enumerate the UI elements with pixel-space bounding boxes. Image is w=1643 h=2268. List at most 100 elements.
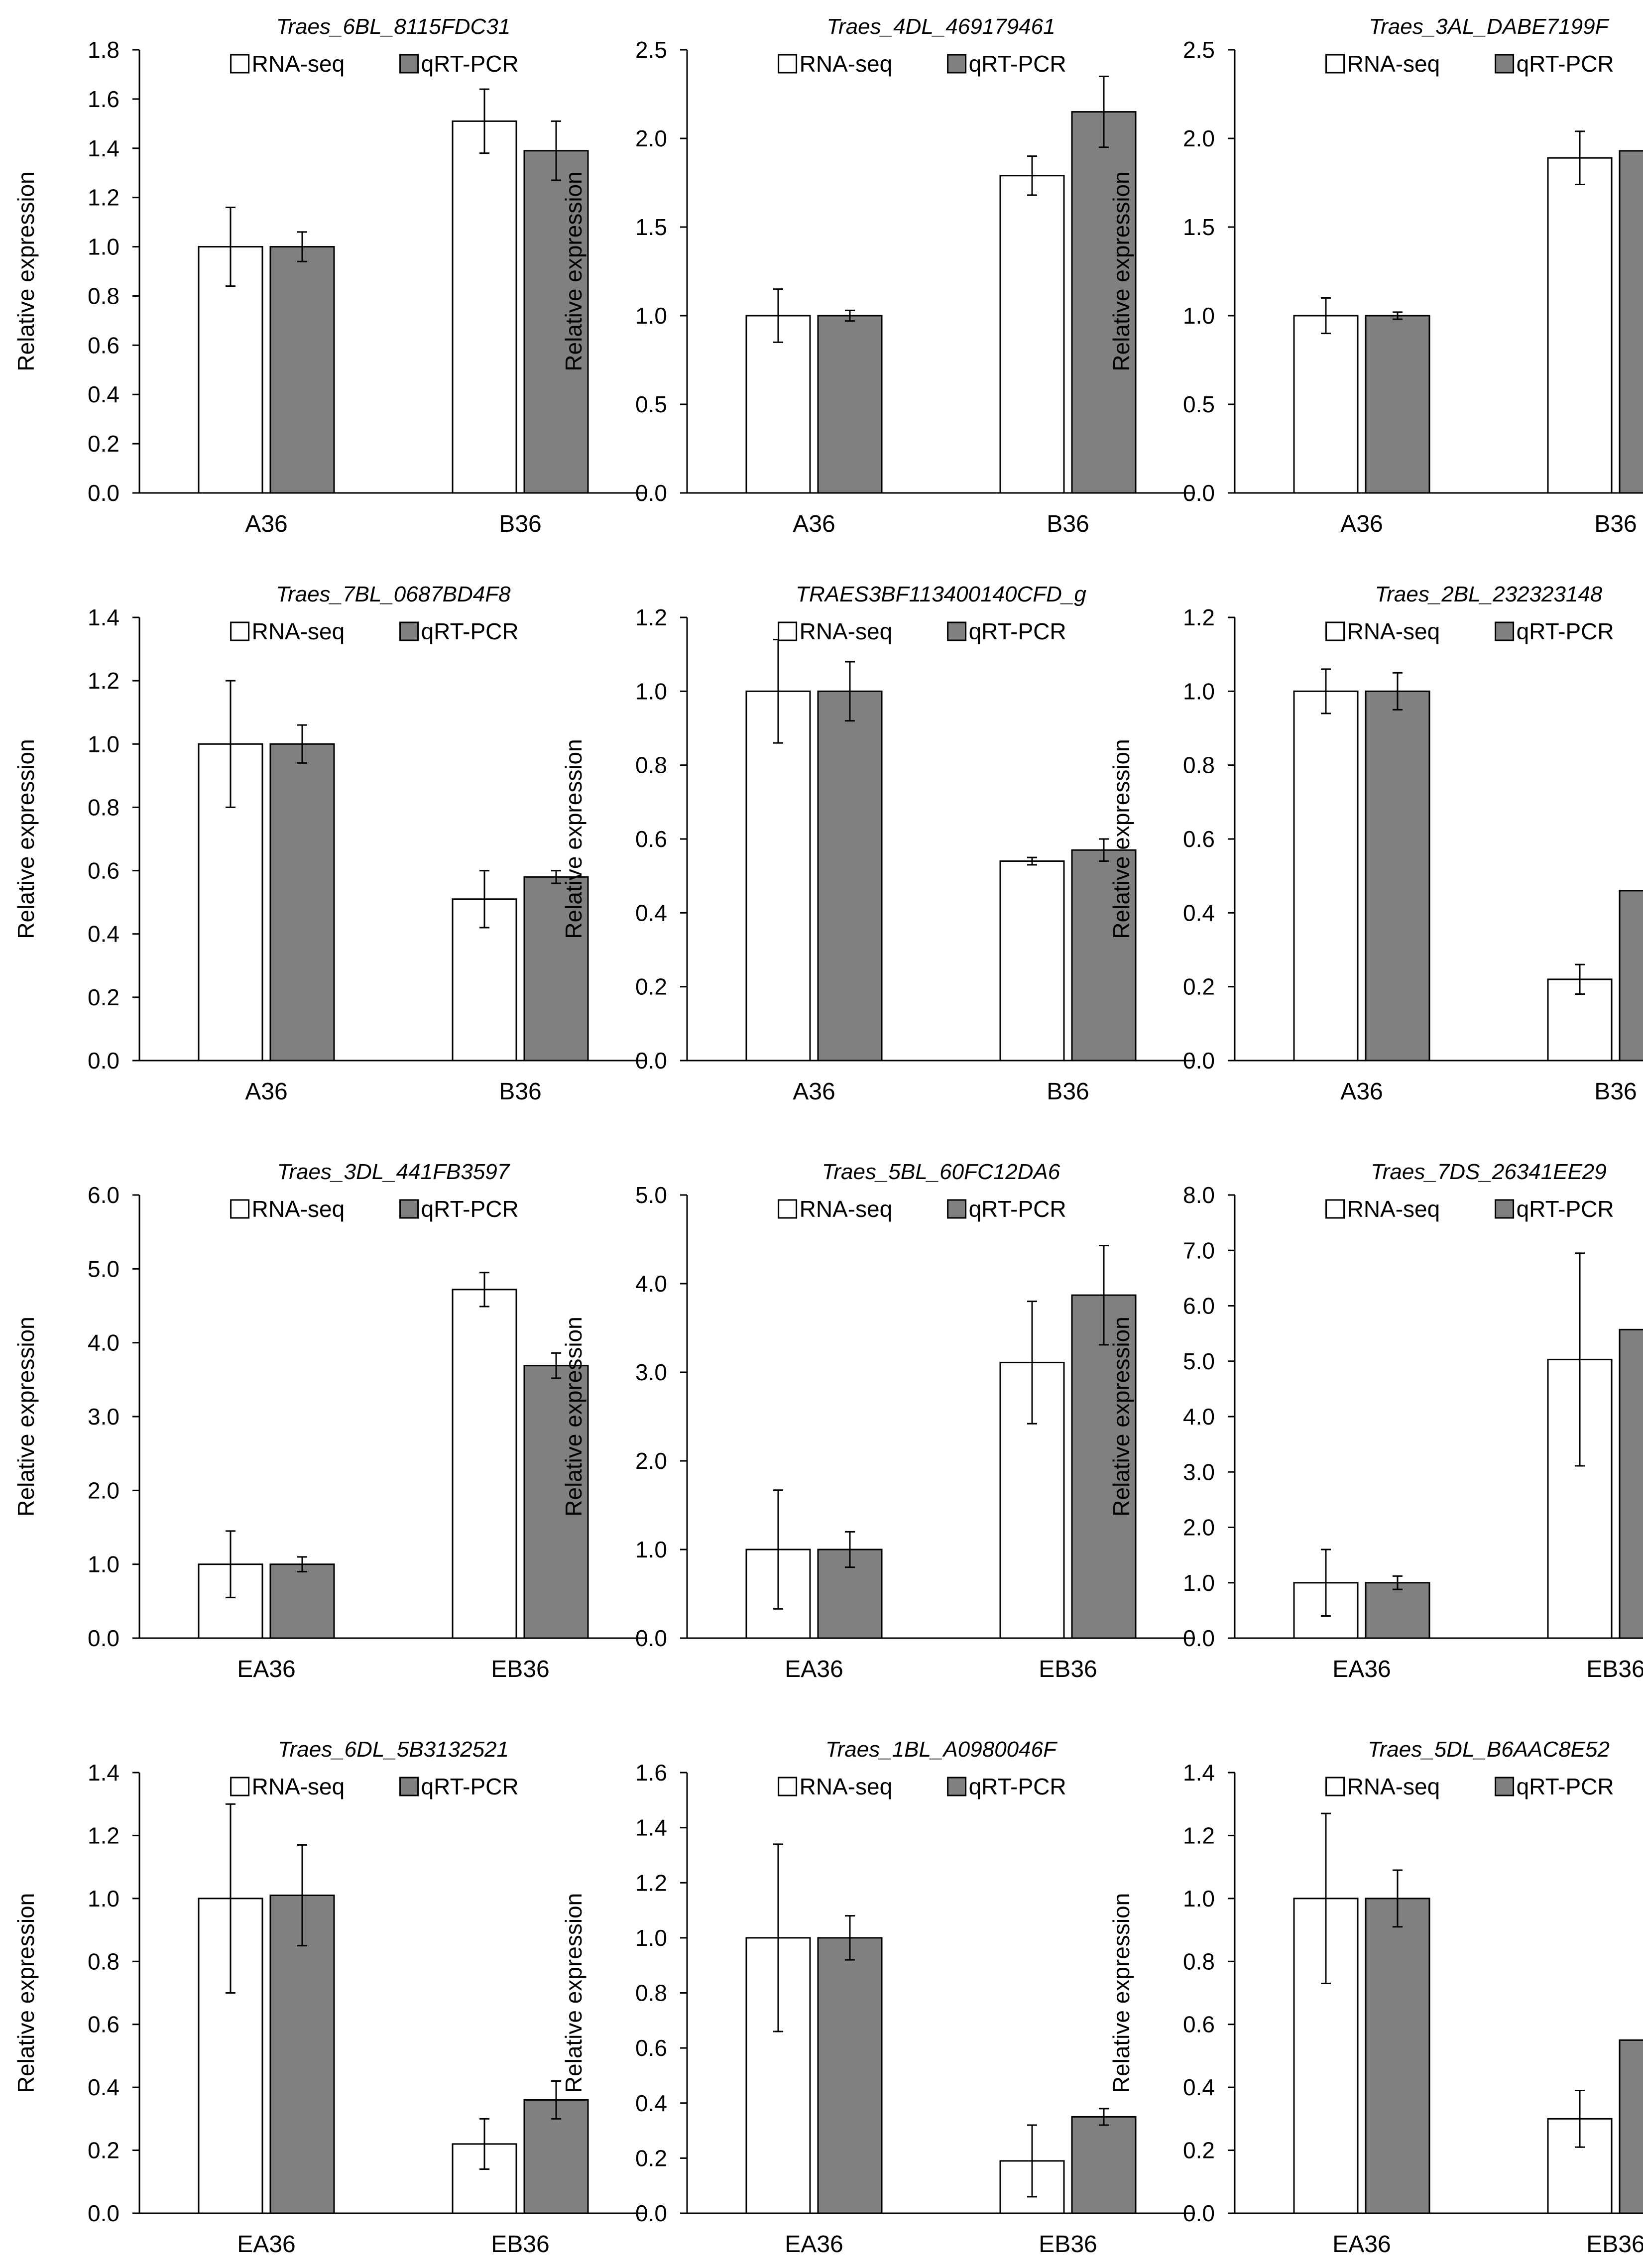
y-tick-label: 1.2 [1183,604,1215,630]
bar-qrt-pcr [1071,2116,1137,2214]
bar-qrt-pcr [817,1937,883,2214]
bar-rna-seq [452,1289,517,1639]
x-tick-label: EB36 [1039,2231,1097,2258]
y-tick-label: 0.2 [88,431,119,457]
y-tick-label: 0.8 [88,794,119,820]
bar-qrt-pcr [1365,315,1430,494]
y-tick-label: 0.6 [88,332,119,358]
bar-qrt-pcr [269,246,335,494]
y-tick-label: 8.0 [1183,1182,1215,1208]
legend-swatch-rna-seq [1325,1777,1345,1796]
y-tick-label: 0.6 [1183,826,1215,852]
legend-label-rna-seq: RNA-seq [1347,51,1440,77]
x-tick-label: EB36 [1586,1656,1643,1682]
legend-label-rna-seq: RNA-seq [800,1196,893,1222]
y-axis-label: Relative expression [1108,1893,1134,2093]
y-tick-label: 5.0 [88,1256,119,1282]
x-tick-label: EA36 [237,2231,295,2258]
legend-label-rna-seq: RNA-seq [1347,1774,1440,1799]
chart-panel-1: Traes_6BL_8115FDC31 Relative expression 0.… [13,14,647,537]
bar-qrt-pcr [1619,890,1643,1062]
bar-qrt-pcr [1619,1328,1643,1639]
legend-swatch-rna-seq [230,54,250,74]
legend-label-qrt-pcr: qRT-PCR [969,1196,1066,1222]
y-tick-label: 2.5 [635,37,667,63]
y-tick-label: 0.4 [1183,900,1215,926]
x-tick-label: EB36 [491,2231,549,2258]
legend-swatch-qrt-pcr [947,1199,967,1219]
y-tick-label: 2.0 [1183,125,1215,151]
y-axis-label: Relative expression [13,1893,39,2093]
x-tick-label: EB36 [1586,2231,1643,2258]
y-tick-label: 0.0 [88,480,119,506]
legend-label-rna-seq: RNA-seq [800,1774,893,1799]
chart-title: Traes_7BL_0687BD4F8 [276,582,511,606]
y-tick-label: 0.4 [88,2074,119,2100]
y-tick-label: 0.8 [1183,752,1215,778]
chart-title: Traes_2BL_232323148 [1375,582,1603,606]
chart-panel-4: Traes_7BL_0687BD4F8 Relative expression 0.… [13,582,647,1105]
y-tick-label: 0.2 [1183,974,1215,1000]
legend-label-qrt-pcr: qRT-PCR [1517,51,1614,77]
bar-qrt-pcr [817,690,883,1062]
y-tick-label: 0.0 [635,1048,667,1074]
chart-panel-2: Traes_4DL_469179461 Relative expression 0.… [561,14,1195,537]
y-tick-label: 3.0 [1183,1459,1215,1485]
legend-label-rna-seq: RNA-seq [252,1774,345,1799]
y-tick-label: 4.0 [88,1330,119,1356]
x-tick-label: B36 [499,1078,541,1105]
legend-label-qrt-pcr: qRT-PCR [969,51,1066,77]
y-axis-label: Relative expression [13,171,39,371]
legend-label-rna-seq: RNA-seq [252,618,345,644]
legend-swatch-qrt-pcr [1495,54,1515,74]
x-tick-label: EA36 [237,1656,295,1682]
y-tick-label: 2.0 [635,1448,667,1474]
y-tick-label: 0.4 [88,381,119,407]
y-tick-label: 0.0 [88,1048,119,1074]
chart-title: Traes_6DL_5B3132521 [278,1737,509,1762]
legend-swatch-rna-seq [778,621,798,641]
y-tick-label: 3.0 [88,1404,119,1430]
chart-panel-6: Traes_2BL_232323148 Relative expression 0.… [1108,582,1643,1105]
chart-panel-12: Traes_5DL_B6AAC8E52 Relative expression 0.… [1108,1737,1643,2258]
y-axis-label: Relative expression [1108,1316,1134,1516]
y-tick-label: 0.5 [1183,391,1215,417]
y-tick-label: 2.5 [1183,37,1215,63]
bar-qrt-pcr [1071,111,1137,494]
bar-rna-seq [745,690,811,1062]
bar-rna-seq [999,1361,1065,1639]
y-tick-label: 4.0 [635,1271,667,1297]
y-tick-label: 7.0 [1183,1237,1215,1263]
y-tick-label: 0.0 [1183,1048,1215,1074]
bar-qrt-pcr [1619,2039,1643,2214]
chart-title: TRAES3BF113400140CFD_g [796,582,1086,606]
y-axis-label: Relative expression [1108,739,1134,939]
x-tick-label: A36 [245,511,287,537]
y-tick-label: 0.5 [635,391,667,417]
y-tick-label: 5.0 [635,1182,667,1208]
y-tick-label: 0.4 [88,921,119,947]
y-tick-label: 1.2 [88,668,119,694]
y-tick-label: 5.0 [1183,1348,1215,1374]
y-tick-label: 1.0 [1183,678,1215,704]
y-tick-label: 1.0 [88,234,119,260]
legend-swatch-qrt-pcr [1495,621,1515,641]
y-tick-label: 1.4 [88,604,119,630]
bar-qrt-pcr [269,1895,335,2214]
bar-qrt-pcr [523,150,589,494]
y-tick-label: 1.2 [1183,1822,1215,1848]
bar-qrt-pcr [817,315,883,494]
legend-label-qrt-pcr: qRT-PCR [421,1196,519,1222]
x-tick-label: A36 [245,1078,287,1105]
y-tick-label: 0.4 [635,2090,667,2116]
x-tick-label: EB36 [491,1656,549,1682]
bar-qrt-pcr [1071,1294,1137,1639]
bar-qrt-pcr [1365,690,1430,1062]
y-tick-label: 1.4 [88,135,119,161]
y-tick-label: 0.0 [88,2200,119,2226]
legend-swatch-qrt-pcr [1495,1199,1515,1219]
legend-swatch-qrt-pcr [947,54,967,74]
y-tick-label: 0.2 [635,2145,667,2171]
y-axis-label: Relative expression [13,1316,39,1516]
y-tick-label: 0.2 [88,984,119,1010]
